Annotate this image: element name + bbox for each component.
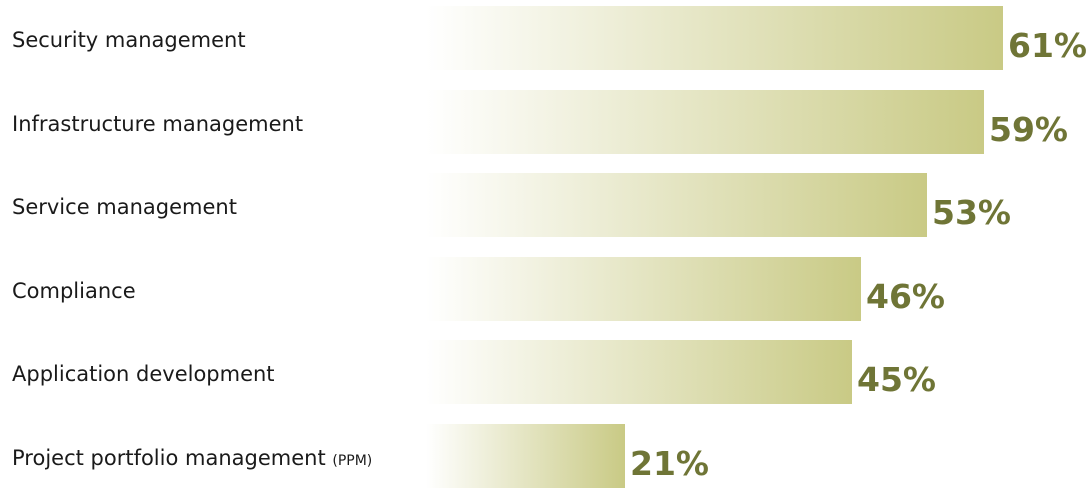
bar — [426, 424, 625, 488]
bar — [426, 173, 927, 237]
category-label-text: Infrastructure management — [12, 112, 304, 136]
category-label-text: Security management — [12, 28, 246, 52]
category-label: Compliance — [12, 281, 136, 302]
bar — [426, 6, 1003, 70]
value-label: 46% — [866, 277, 945, 316]
value-label: 45% — [857, 360, 936, 399]
value-label: 59% — [989, 110, 1068, 149]
category-label-text: Service management — [12, 195, 237, 219]
category-label-text: Application development — [12, 362, 275, 386]
category-label: Service management — [12, 197, 237, 218]
bar — [426, 257, 861, 321]
bar — [426, 90, 984, 154]
category-label-suffix: (PPM) — [332, 453, 373, 469]
value-label: 21% — [630, 444, 709, 483]
category-label: Application development — [12, 364, 275, 385]
bar — [426, 340, 852, 404]
category-label: Security management — [12, 30, 246, 51]
category-label-text: Compliance — [12, 279, 136, 303]
value-label: 61% — [1008, 26, 1087, 65]
category-label: Infrastructure management — [12, 114, 303, 135]
value-label: 53% — [932, 193, 1011, 232]
category-label: Project portfolio management (PPM) — [12, 448, 372, 469]
category-label-text: Project portfolio management — [12, 446, 326, 470]
